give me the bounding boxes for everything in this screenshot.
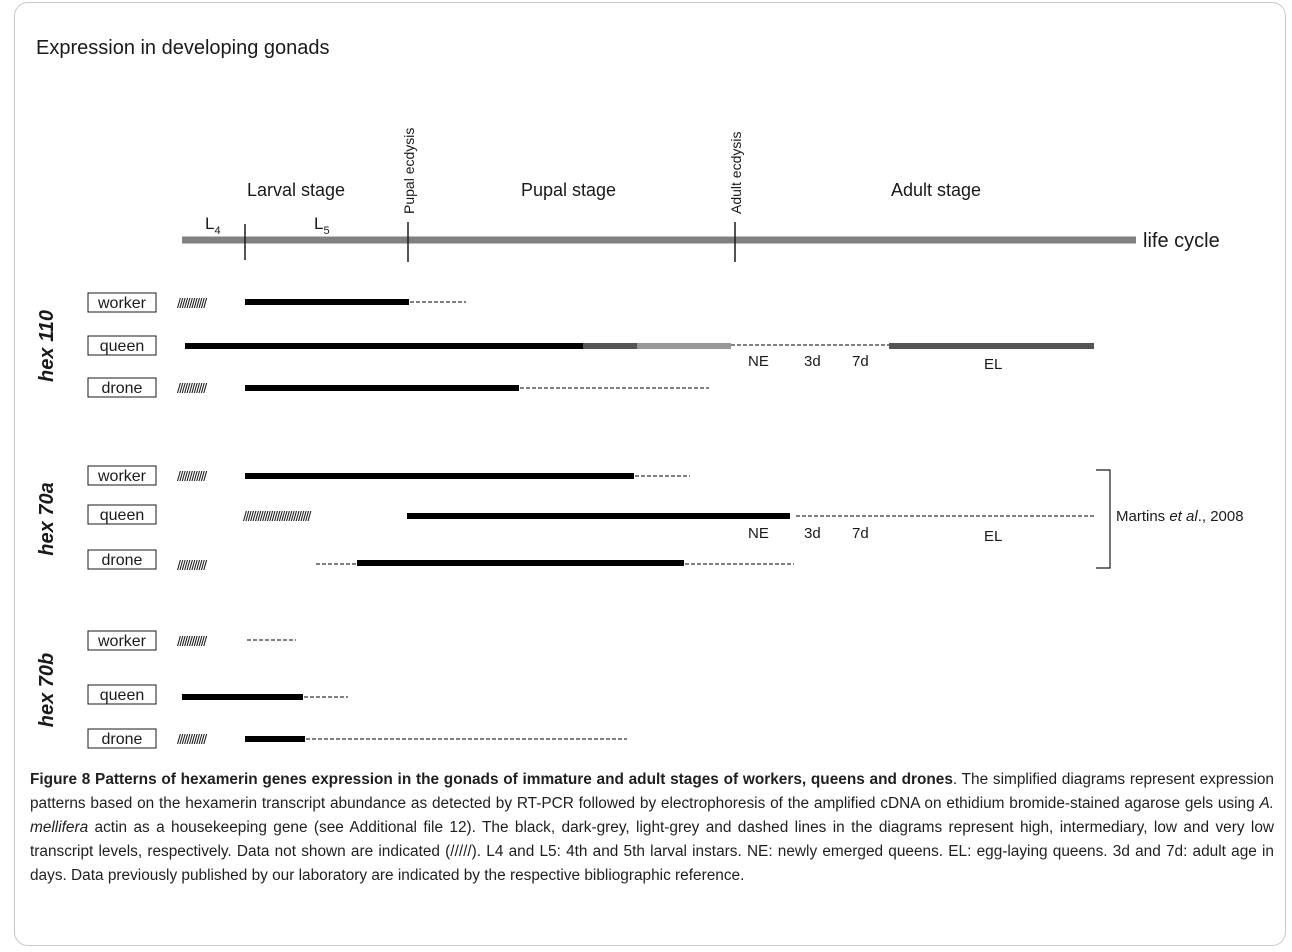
reference-bracket [1096,469,1111,569]
caste-box-hex70a-queen: queen [87,504,157,525]
svg-text:queen: queen [100,338,145,355]
expression-hex70a-drone: //////////// [177,557,794,573]
caste-box-hex70b-drone: drone [87,728,157,749]
expression-hex110-queen: NE 3d 7d EL [185,343,1094,373]
instar-l4: L4 [205,214,221,237]
label-ne: NE [748,525,769,542]
label-el: EL [984,528,1002,545]
adult-ecdysis-label: Adult ecdysis [728,132,744,214]
figure-frame [14,2,1286,946]
expression-hex70a-queen: //////////////////////////// NE 3d 7d EL [243,508,1095,545]
svg-text:worker: worker [97,468,147,485]
pupal-stage-label: Pupal stage [521,180,616,200]
pupal-ecdysis-label: Pupal ecdysis [401,128,417,214]
caste-box-hex70a-drone: drone [87,549,157,570]
gene-label-hex110: hex 110 [36,310,58,382]
instar-l5: L5 [314,214,330,237]
not-shown-mark: //////////// [177,633,207,649]
panel-title: Expression in developing gonads [36,37,330,59]
svg-text:worker: worker [97,295,147,312]
label-3d: 3d [804,353,821,370]
expression-diagram: Expression in developing gonads life cyc… [36,37,1244,749]
life-cycle-label: life cycle [1143,230,1220,252]
not-shown-mark: //////////// [177,731,207,747]
caste-box-hex110-worker: worker [87,292,157,313]
not-shown-mark: //////////////////////////// [243,508,312,524]
svg-text:queen: queen [100,687,145,704]
caption-species: A. mellifera [30,795,1274,836]
expression-hex110-drone: //////////// [177,380,709,396]
label-el: EL [984,356,1002,373]
reference-label: Martins et al., 2008 [1116,508,1244,525]
label-ne: NE [748,353,769,370]
expression-hex70b-drone: //////////// [177,731,627,747]
caste-box-hex70a-worker: worker [87,465,157,486]
label-3d: 3d [804,525,821,542]
not-shown-mark: //////////// [177,468,207,484]
svg-text:drone: drone [102,380,143,397]
caste-box-hex110-drone: drone [87,377,157,398]
figure-caption: Figure 8 Patterns of hexamerin genes exp… [30,768,1274,888]
caption-title: Figure 8 Patterns of hexamerin genes exp… [30,771,953,788]
svg-text:queen: queen [100,507,145,524]
caste-box-hex70b-queen: queen [87,684,157,705]
label-7d: 7d [852,353,869,370]
expression-hex70b-worker: //////////// [177,633,296,649]
expression-hex110-worker: //////////// [177,295,466,311]
caste-box-hex70b-worker: worker [87,630,157,651]
svg-text:drone: drone [102,731,143,748]
svg-text:drone: drone [102,552,143,569]
larval-stage-label: Larval stage [247,180,345,200]
caste-box-hex110-queen: queen [87,335,157,356]
expression-hex70a-worker: //////////// [177,468,690,484]
not-shown-mark: //////////// [177,295,207,311]
caption-text-part1: . The simplified diagrams represent expr… [30,771,1274,812]
gene-label-hex70b: hex 70b [36,653,58,727]
svg-text:worker: worker [97,633,147,650]
adult-stage-label: Adult stage [891,180,981,200]
label-7d: 7d [852,525,869,542]
not-shown-mark: //////////// [177,557,207,573]
caption-text-part2: actin as a housekeeping gene (see Additi… [30,819,1274,884]
not-shown-mark: //////////// [177,380,207,396]
gene-label-hex70a: hex 70a [36,482,58,555]
